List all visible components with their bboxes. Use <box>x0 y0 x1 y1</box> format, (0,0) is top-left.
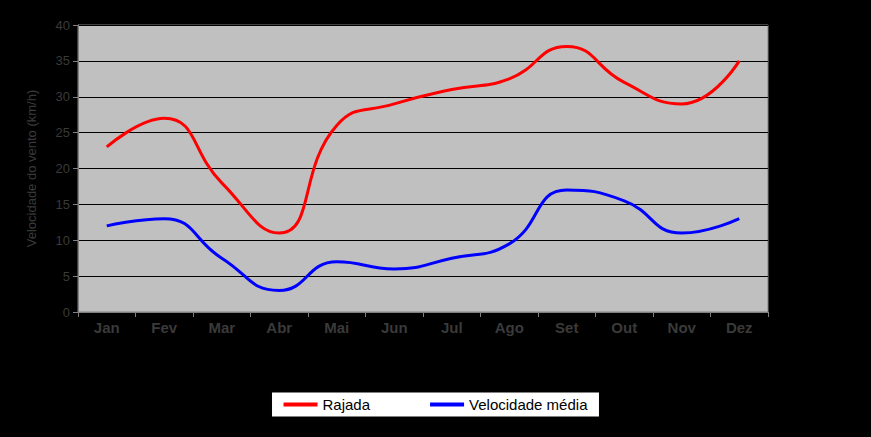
svg-text:5: 5 <box>63 269 70 284</box>
svg-text:Velocidade média: Velocidade média <box>469 396 588 413</box>
svg-text:Rajada: Rajada <box>323 396 371 413</box>
svg-text:Set: Set <box>555 319 578 336</box>
svg-text:Ago: Ago <box>495 319 524 336</box>
svg-text:30: 30 <box>56 89 70 104</box>
svg-text:35: 35 <box>56 53 70 68</box>
svg-text:20: 20 <box>56 161 70 176</box>
svg-text:Velocidade do vento (km/h): Velocidade do vento (km/h) <box>24 90 39 248</box>
svg-text:Dez: Dez <box>726 319 753 336</box>
svg-text:0: 0 <box>63 305 70 320</box>
svg-text:10: 10 <box>56 233 70 248</box>
svg-text:Mar: Mar <box>208 319 235 336</box>
svg-text:25: 25 <box>56 125 70 140</box>
svg-text:Jan: Jan <box>94 319 120 336</box>
svg-text:Fev: Fev <box>151 319 178 336</box>
svg-text:40: 40 <box>56 18 70 33</box>
svg-text:Mai: Mai <box>324 319 349 336</box>
svg-text:Out: Out <box>611 319 637 336</box>
svg-text:Jun: Jun <box>381 319 408 336</box>
svg-text:Abr: Abr <box>266 319 292 336</box>
svg-text:Nov: Nov <box>668 319 697 336</box>
svg-text:15: 15 <box>56 197 70 212</box>
svg-text:Jul: Jul <box>441 319 463 336</box>
